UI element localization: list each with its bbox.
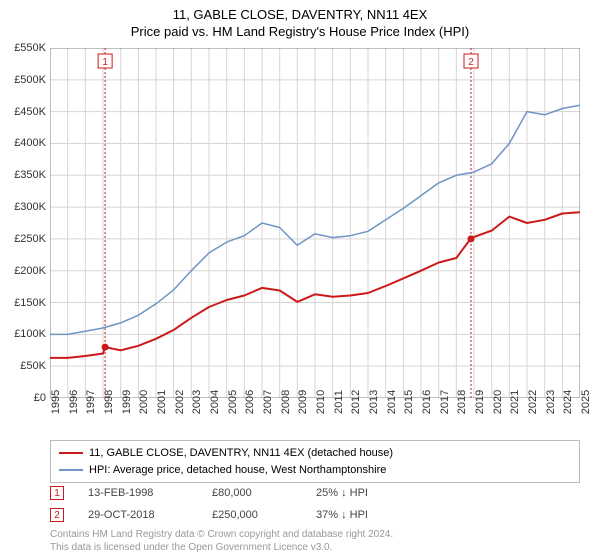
x-axis-label: 2009: [297, 390, 309, 414]
sale-marker: 1: [50, 486, 64, 500]
legend-row: HPI: Average price, detached house, West…: [59, 462, 571, 479]
y-axis-label: £0: [34, 392, 46, 404]
x-axis-label: 1998: [103, 390, 115, 414]
x-axis-label: 2008: [280, 390, 292, 414]
x-axis-label: 2004: [209, 390, 221, 414]
x-axis-label: 2007: [262, 390, 274, 414]
footer-attribution: Contains HM Land Registry data © Crown c…: [50, 528, 393, 554]
y-axis-label: £350K: [14, 169, 46, 181]
x-axis-label: 2003: [191, 390, 203, 414]
x-axis-label: 1999: [121, 390, 133, 414]
x-axis-label: 2006: [244, 390, 256, 414]
legend-row: 11, GABLE CLOSE, DAVENTRY, NN11 4EX (det…: [59, 445, 571, 462]
svg-text:2: 2: [468, 57, 474, 68]
legend-label: HPI: Average price, detached house, West…: [89, 462, 386, 479]
footer-line2: This data is licensed under the Open Gov…: [50, 541, 393, 554]
x-axis-label: 2025: [580, 390, 592, 414]
sale-row: 2 29-OCT-2018 £250,000 37% ↓ HPI: [50, 504, 416, 526]
sales-table: 1 13-FEB-1998 £80,000 25% ↓ HPI 2 29-OCT-2018…: [50, 482, 416, 526]
x-axis-label: 2000: [138, 390, 150, 414]
x-axis-label: 2002: [174, 390, 186, 414]
y-axis-label: £550K: [14, 42, 46, 54]
legend-box: 11, GABLE CLOSE, DAVENTRY, NN11 4EX (det…: [50, 440, 580, 483]
sale-price: £250,000: [212, 509, 292, 521]
x-axis-label: 1996: [68, 390, 80, 414]
x-axis-label: 2012: [350, 390, 362, 414]
svg-text:1: 1: [102, 57, 108, 68]
x-axis-label: 2017: [439, 390, 451, 414]
x-axis-label: 2014: [386, 390, 398, 414]
chart-area: 12 £0£50K£100K£150K£200K£250K£300K£350K£…: [50, 48, 580, 398]
sale-price: £80,000: [212, 487, 292, 499]
chart-svg: 12: [50, 48, 580, 398]
y-axis-label: £100K: [14, 328, 46, 340]
x-axis-label: 2021: [509, 390, 521, 414]
x-axis-label: 2001: [156, 390, 168, 414]
chart-container: 11, GABLE CLOSE, DAVENTRY, NN11 4EX Pric…: [0, 0, 600, 560]
y-axis-label: £500K: [14, 74, 46, 86]
y-axis-label: £250K: [14, 233, 46, 245]
chart-title-line1: 11, GABLE CLOSE, DAVENTRY, NN11 4EX: [0, 0, 600, 24]
footer-line1: Contains HM Land Registry data © Crown c…: [50, 528, 393, 541]
legend-label: 11, GABLE CLOSE, DAVENTRY, NN11 4EX (det…: [89, 445, 393, 462]
x-axis-label: 2022: [527, 390, 539, 414]
sale-hpi-diff: 25% ↓ HPI: [316, 487, 416, 499]
y-axis-label: £50K: [20, 360, 46, 372]
chart-title-line2: Price paid vs. HM Land Registry's House …: [0, 24, 600, 43]
sale-row: 1 13-FEB-1998 £80,000 25% ↓ HPI: [50, 482, 416, 504]
y-axis-label: £200K: [14, 265, 46, 277]
x-axis-label: 1997: [85, 390, 97, 414]
x-axis-label: 2020: [492, 390, 504, 414]
y-axis-label: £400K: [14, 137, 46, 149]
x-axis-label: 2023: [545, 390, 557, 414]
sale-date: 29-OCT-2018: [88, 509, 188, 521]
y-axis-label: £450K: [14, 106, 46, 118]
sale-date: 13-FEB-1998: [88, 487, 188, 499]
sale-hpi-diff: 37% ↓ HPI: [316, 509, 416, 521]
x-axis-label: 2005: [227, 390, 239, 414]
x-axis-label: 2013: [368, 390, 380, 414]
x-axis-label: 2016: [421, 390, 433, 414]
y-axis-label: £300K: [14, 201, 46, 213]
legend-swatch: [59, 452, 83, 454]
sale-marker: 2: [50, 508, 64, 522]
x-axis-label: 2015: [403, 390, 415, 414]
x-axis-label: 2024: [562, 390, 574, 414]
x-axis-label: 2018: [456, 390, 468, 414]
x-axis-label: 2010: [315, 390, 327, 414]
x-axis-label: 1995: [50, 390, 62, 414]
x-axis-label: 2019: [474, 390, 486, 414]
x-axis-label: 2011: [333, 390, 345, 414]
legend-swatch: [59, 469, 83, 471]
y-axis-label: £150K: [14, 297, 46, 309]
